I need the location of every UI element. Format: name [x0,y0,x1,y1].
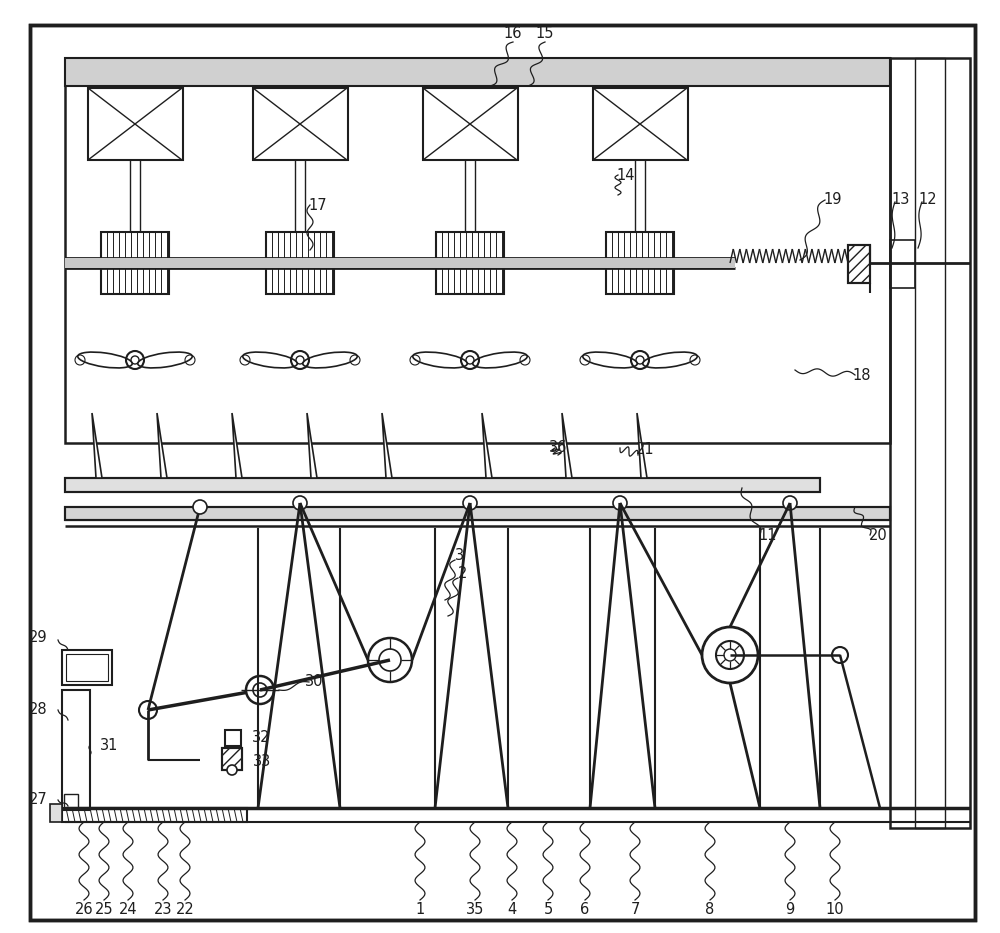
Text: 18: 18 [853,368,871,383]
Polygon shape [307,413,317,478]
Bar [62,650,112,685]
Bar [222,748,242,770]
Circle shape [783,496,797,510]
Text: 21: 21 [636,442,654,457]
Bar [65,58,890,86]
Text: 29: 29 [29,631,48,646]
Text: 7: 7 [630,901,640,916]
Bar [848,245,870,283]
Text: 31: 31 [100,737,118,753]
Text: 11: 11 [759,527,777,542]
Circle shape [832,647,848,663]
Bar [848,245,870,283]
Bar [62,808,247,822]
Text: 24: 24 [119,901,137,916]
Circle shape [631,351,649,369]
Circle shape [463,496,477,510]
Text: 19: 19 [824,192,842,207]
Bar [222,748,242,770]
Circle shape [291,351,309,369]
Bar [66,654,108,681]
Bar [225,730,241,746]
Text: 2: 2 [458,566,468,581]
Bar [890,58,970,828]
Bar [593,88,688,160]
Bar [50,804,62,822]
Text: 26: 26 [75,901,93,916]
Text: 13: 13 [892,192,910,207]
Polygon shape [382,413,392,478]
Text: 36: 36 [549,440,567,455]
Text: 14: 14 [617,168,635,183]
Bar [62,690,90,810]
Circle shape [293,496,307,510]
Polygon shape [157,413,167,478]
Text: 23: 23 [154,901,172,916]
Circle shape [139,701,157,719]
Text: 6: 6 [580,901,590,916]
Bar [64,794,78,808]
Bar [65,58,890,86]
Bar [65,507,890,520]
Bar [65,507,890,520]
Text: 32: 32 [252,731,270,745]
Circle shape [613,496,627,510]
Bar [65,478,820,492]
Text: 25: 25 [95,901,113,916]
Text: 33: 33 [253,754,271,769]
Text: 4: 4 [507,901,517,916]
Text: 12: 12 [919,192,937,207]
Circle shape [702,627,758,683]
Bar [65,478,820,492]
Text: 16: 16 [504,26,522,41]
Circle shape [368,638,412,682]
Text: 20: 20 [869,527,887,542]
Bar [88,88,183,160]
Bar [423,88,518,160]
Text: 9: 9 [785,901,795,916]
Text: 28: 28 [29,703,48,717]
Bar [915,58,945,828]
Bar [65,258,735,268]
Text: 17: 17 [309,198,327,213]
Circle shape [461,351,479,369]
Text: 3: 3 [455,549,465,564]
Polygon shape [482,413,492,478]
Text: 22: 22 [176,901,194,916]
Text: 30: 30 [305,675,323,689]
Polygon shape [562,413,572,478]
Text: 35: 35 [466,901,484,916]
Text: 10: 10 [826,901,844,916]
Bar [890,240,915,288]
Text: 1: 1 [415,901,425,916]
Polygon shape [232,413,242,478]
Text: 8: 8 [705,901,715,916]
Text: 5: 5 [543,901,553,916]
Text: 27: 27 [29,792,48,807]
Text: 15: 15 [536,26,554,41]
Bar [266,232,334,294]
Circle shape [227,765,237,775]
Bar [253,88,348,160]
Circle shape [126,351,144,369]
Polygon shape [92,413,102,478]
Bar [436,232,504,294]
Bar [606,232,674,294]
Bar [65,58,890,443]
Polygon shape [637,413,647,478]
Bar [101,232,169,294]
Circle shape [246,676,274,704]
Circle shape [193,500,207,514]
